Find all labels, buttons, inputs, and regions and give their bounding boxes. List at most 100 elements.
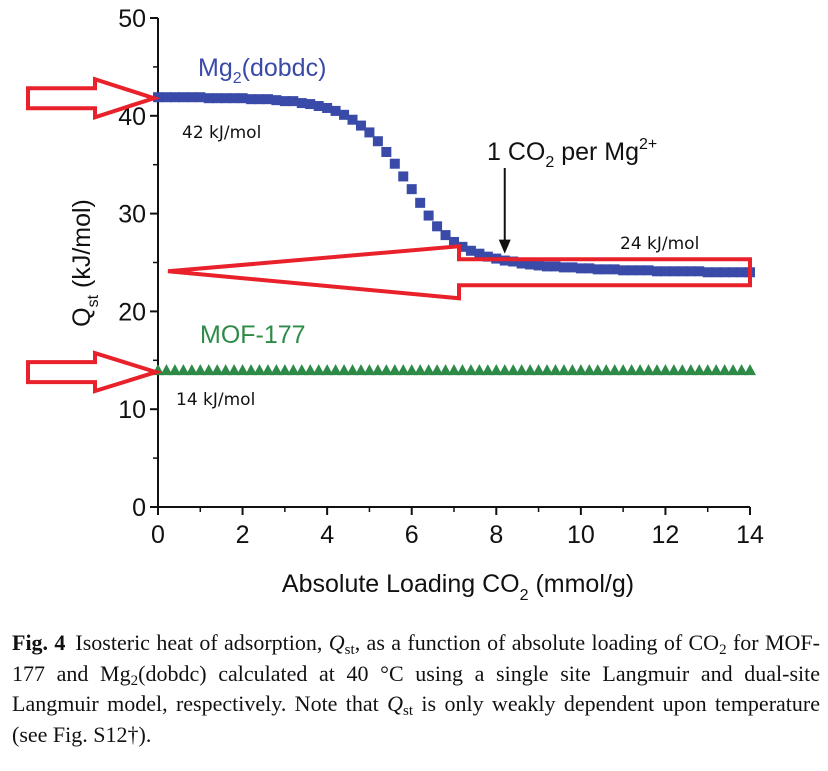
data-point: [219, 364, 232, 376]
series-layer: [152, 92, 756, 376]
data-point: [177, 364, 190, 376]
data-point: [405, 364, 418, 376]
data-point: [608, 364, 621, 376]
data-point: [160, 364, 173, 376]
data-point: [508, 256, 519, 267]
data-point: [710, 364, 723, 376]
data-point: [330, 105, 341, 116]
data-point: [202, 364, 215, 376]
data-point: [685, 266, 696, 277]
data-point: [161, 92, 172, 103]
caption-symbol: Q: [387, 691, 404, 716]
data-point: [304, 364, 317, 376]
y-tick-label: 20: [118, 298, 146, 326]
data-point: [533, 260, 544, 271]
data-point: [643, 265, 654, 276]
value-label-42: 42 kJ/mol: [182, 123, 261, 143]
data-point: [245, 364, 258, 376]
data-point: [642, 364, 655, 376]
y-tick-label: 30: [118, 201, 146, 229]
data-point: [355, 120, 366, 131]
y-axis-title: Qst (kJ/mol): [68, 199, 102, 327]
data-point: [618, 265, 629, 276]
data-point: [635, 265, 646, 276]
data-point: [254, 94, 265, 105]
data-point: [329, 364, 342, 376]
caption-symbol: Q: [328, 630, 345, 655]
data-point: [532, 364, 545, 376]
data-point: [338, 364, 351, 376]
data-point: [557, 364, 570, 376]
data-point: [398, 171, 409, 182]
caption-text: (dobdc) calculated at 40 °C using a sing…: [12, 660, 820, 717]
data-point: [169, 92, 180, 103]
data-point: [549, 364, 562, 376]
data-point: [457, 241, 468, 252]
data-point: [261, 364, 274, 376]
data-point: [634, 364, 647, 376]
highlight-arrows: [26, 76, 752, 394]
data-point: [211, 364, 224, 376]
data-point: [465, 245, 476, 256]
data-point: [253, 364, 266, 376]
data-point: [490, 364, 503, 376]
data-point: [473, 364, 486, 376]
red-arrow-24: [167, 244, 752, 301]
data-point: [651, 266, 662, 277]
data-point: [719, 267, 730, 278]
data-point: [650, 364, 663, 376]
data-point: [305, 99, 316, 110]
data-point: [449, 236, 459, 247]
data-point: [322, 102, 333, 113]
data-point: [212, 93, 223, 104]
data-point: [220, 93, 231, 104]
data-point: [566, 364, 579, 376]
data-point: [574, 364, 587, 376]
data-point: [296, 98, 307, 109]
data-point: [727, 364, 740, 376]
data-point: [677, 266, 688, 277]
caption-subscript: 2: [130, 672, 139, 689]
data-point: [372, 136, 383, 147]
figure-number: Fig. 4: [12, 630, 66, 655]
data-point: [693, 364, 706, 376]
data-point: [195, 92, 206, 103]
data-point: [744, 364, 756, 376]
data-point: [278, 364, 291, 376]
x-axis-title: Absolute Loading CO2 (mmol/g): [282, 570, 634, 604]
data-point: [354, 364, 367, 376]
data-point: [363, 364, 376, 376]
data-point: [440, 230, 451, 241]
data-point: [423, 210, 434, 221]
data-point: [194, 364, 207, 376]
data-point: [584, 263, 595, 274]
x-tick-label: 4: [320, 521, 334, 549]
series-mg2dobdc: [153, 92, 755, 278]
data-point: [295, 364, 308, 376]
x-tick-label: 10: [567, 521, 595, 549]
data-point: [660, 266, 671, 277]
data-point: [694, 266, 705, 277]
data-point: [659, 364, 672, 376]
superscript: 2+: [639, 136, 657, 153]
data-point: [498, 364, 511, 376]
data-point: [609, 264, 620, 275]
arrow-head: [498, 239, 511, 254]
data-point: [507, 364, 520, 376]
caption-text: is only weakly dependent upon temperatur…: [12, 691, 820, 747]
data-point: [406, 184, 417, 195]
data-point: [380, 364, 393, 376]
data-point: [228, 364, 241, 376]
data-point: [516, 258, 527, 269]
data-point: [271, 95, 282, 106]
x-tick-label: 14: [736, 521, 764, 549]
data-point: [525, 259, 536, 270]
data-point: [481, 364, 494, 376]
data-point: [542, 261, 553, 272]
value-label-24: 24 kJ/mol: [620, 234, 699, 254]
data-point: [178, 92, 189, 103]
data-point: [736, 267, 747, 278]
caption-text: for MOF-177 and Mg: [12, 630, 820, 686]
